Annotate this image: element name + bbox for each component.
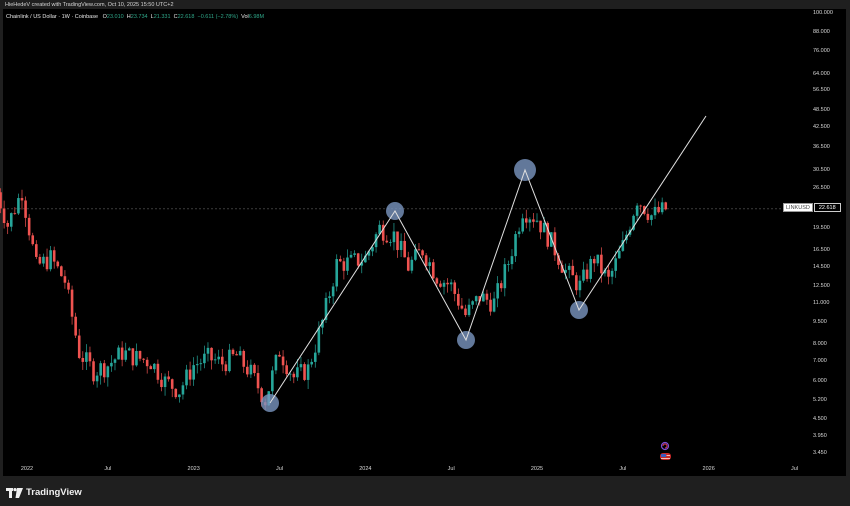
symbol-legend: Chainlink / US Dollar · 1W · Coinbase O2…: [6, 14, 264, 20]
open-value: 23.010: [106, 14, 124, 20]
x-tick-label: Jul: [619, 466, 627, 472]
y-tick-label: 12.500: [813, 282, 830, 289]
x-tick-label: 2026: [702, 466, 715, 472]
x-tick-label: Jul: [790, 466, 799, 472]
price-axis[interactable]: [810, 9, 850, 476]
x-tick-label: Jul: [275, 466, 284, 472]
low-label: L: [150, 14, 154, 20]
y-tick-label: 9.500: [813, 318, 827, 325]
symbol-description[interactable]: Chainlink / US Dollar · 1W · Coinbase: [6, 14, 99, 20]
close-value: 22.618: [177, 14, 195, 20]
axis-border: [846, 9, 850, 476]
y-tick-label: 14.500: [813, 263, 830, 270]
price-tag-symbol: LINKUSD: [783, 203, 813, 212]
top-bar: HieHedeV created with TradingView.com, O…: [0, 0, 850, 9]
y-tick-label: 6.000: [813, 378, 827, 385]
high-value: 23.734: [130, 14, 148, 20]
y-tick-label: 56.500: [813, 86, 830, 93]
volume-value: 6.98M: [248, 14, 265, 20]
y-tick-label: 3.450: [813, 450, 827, 457]
events-markers[interactable]: [658, 440, 674, 466]
dividend-event-icon[interactable]: [660, 441, 670, 451]
y-tick-label: 4.500: [813, 415, 827, 422]
y-tick-label: 42.500: [813, 123, 830, 130]
x-tick-label: 2025: [530, 466, 544, 472]
price-tag-value: 22.618: [813, 203, 841, 212]
y-tick-label: 64.000: [813, 70, 830, 77]
tradingview-logo-icon: [6, 487, 23, 498]
y-tick-label: 26.500: [813, 185, 830, 192]
change-value: −0.611 (−2.78%): [197, 14, 239, 20]
y-tick-label: 88.000: [813, 29, 830, 36]
y-tick-label: 30.500: [813, 167, 830, 173]
x-tick-label: 2024: [359, 466, 372, 472]
low-value: 21.331: [153, 14, 171, 20]
y-tick-label: 19.500: [813, 225, 830, 232]
tradingview-logo[interactable]: TradingView: [6, 487, 82, 498]
y-tick-label: 16.500: [813, 246, 830, 253]
chart-area[interactable]: [3, 9, 810, 476]
x-tick-label: 2022: [20, 466, 34, 472]
tradingview-brand-text: TradingView: [26, 487, 82, 498]
y-tick-label: 36.500: [813, 143, 830, 150]
x-tick-label: Jul: [447, 466, 455, 472]
y-tick-label: 5.200: [813, 397, 827, 403]
us-economic-event-flag-icon[interactable]: [660, 453, 671, 460]
last-price-tag: LINKUSD 22.618: [783, 203, 841, 212]
x-tick-label: 2023: [187, 466, 200, 472]
open-label: O: [102, 14, 107, 20]
volume-label: Vol: [241, 14, 249, 20]
y-tick-label: 48.500: [813, 106, 830, 113]
high-label: H: [126, 14, 131, 20]
close-label: C: [173, 14, 178, 20]
y-tick-label: 11.000: [813, 299, 830, 306]
y-tick-label: 7.000: [813, 358, 827, 365]
y-tick-label: 3.950: [813, 432, 827, 439]
y-tick-label: 76.000: [813, 48, 830, 55]
y-tick-label: 8.000: [813, 340, 827, 347]
y-tick-label: 100.000: [813, 10, 833, 16]
x-tick-label: Jul: [104, 466, 112, 472]
created-by-text: HieHedeV created with TradingView.com, O…: [5, 2, 174, 8]
footer: [0, 476, 850, 506]
